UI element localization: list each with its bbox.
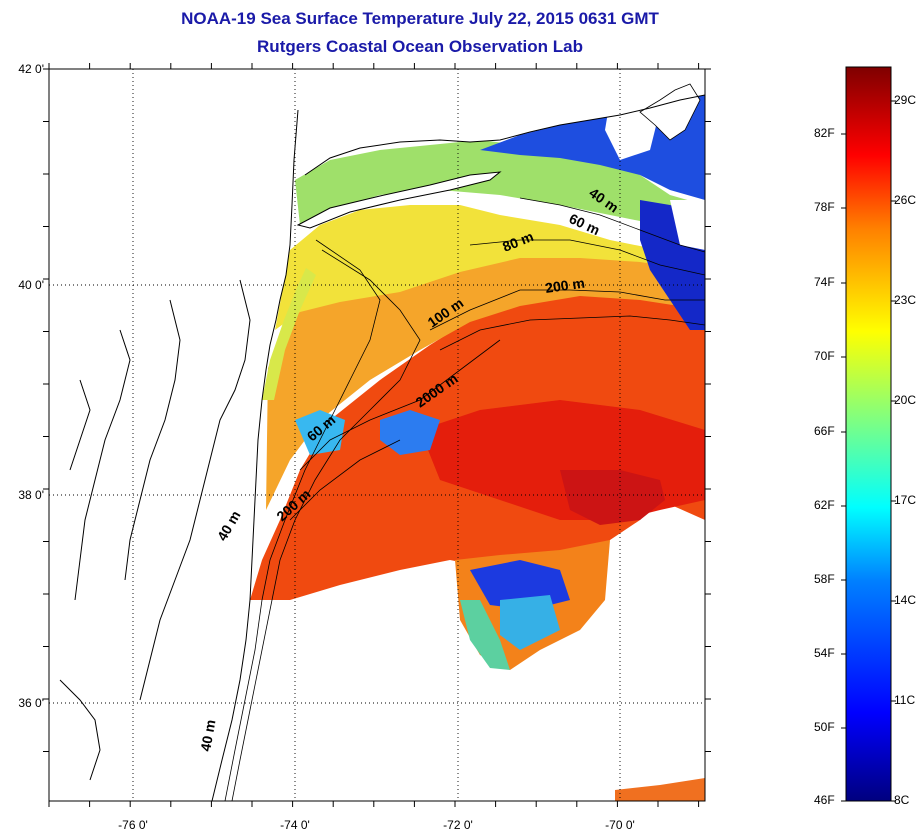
sst-data-field bbox=[250, 90, 705, 801]
lon-tick-label: -74 0' bbox=[280, 818, 310, 832]
colorbar-fahrenheit-label: 74F bbox=[814, 275, 835, 289]
colorbar-celsius-label: 11C bbox=[894, 693, 916, 707]
map-title: NOAA-19 Sea Surface Temperature July 22,… bbox=[181, 9, 659, 28]
coastline bbox=[59, 94, 705, 801]
colorbar-celsius-label: 20C bbox=[894, 393, 917, 407]
colorbar-celsius-label: 8C bbox=[894, 793, 910, 807]
colorbar-fahrenheit-label: 58F bbox=[814, 572, 835, 586]
lon-tick-label: -72 0' bbox=[443, 818, 473, 832]
axis-ticks bbox=[43, 63, 711, 807]
colorbar-fahrenheit-label: 66F bbox=[814, 424, 835, 438]
map-subtitle: Rutgers Coastal Ocean Observation Lab bbox=[257, 37, 583, 56]
colorbar-celsius-label: 26C bbox=[894, 193, 917, 207]
lon-tick-label: -76 0' bbox=[118, 818, 148, 832]
graticule bbox=[49, 69, 705, 801]
colorbar-fahrenheit-label: 46F bbox=[814, 793, 835, 807]
land-mask bbox=[49, 69, 705, 801]
axis-labels: 42 0' 40 0' 38 0' 36 0' -76 0' -74 0' -72 0' -7… bbox=[18, 62, 634, 832]
colorbar-celsius-label: 14C bbox=[894, 593, 917, 607]
bathymetry-contours bbox=[224, 197, 705, 801]
colorbar bbox=[845, 66, 892, 802]
contour-label: 200 m bbox=[544, 275, 586, 296]
lat-tick-label: 42 0' bbox=[18, 62, 44, 76]
colorbar-fahrenheit-label: 54F bbox=[814, 646, 835, 660]
colorbar-fahrenheit-label: 70F bbox=[814, 349, 835, 363]
colorbar-fahrenheit-label: 82F bbox=[814, 126, 835, 140]
colorbar-ticks bbox=[841, 100, 896, 802]
colorbar-fahrenheit-label: 62F bbox=[814, 498, 835, 512]
contour-label: 40 m bbox=[197, 718, 218, 752]
colorbar-celsius-label: 23C bbox=[894, 293, 917, 307]
colorbar-celsius-label: 17C bbox=[894, 493, 917, 507]
colorbar-celsius-label: 29C bbox=[894, 93, 917, 107]
lat-tick-label: 38 0' bbox=[18, 488, 44, 502]
colorbar-fahrenheit-label: 50F bbox=[814, 720, 835, 734]
colorbar-fahrenheit-label: 78F bbox=[814, 200, 835, 214]
lon-tick-label: -70 0' bbox=[605, 818, 635, 832]
lat-tick-label: 36 0' bbox=[18, 696, 44, 710]
lat-tick-label: 40 0' bbox=[18, 278, 44, 292]
map-frame bbox=[48, 68, 706, 802]
